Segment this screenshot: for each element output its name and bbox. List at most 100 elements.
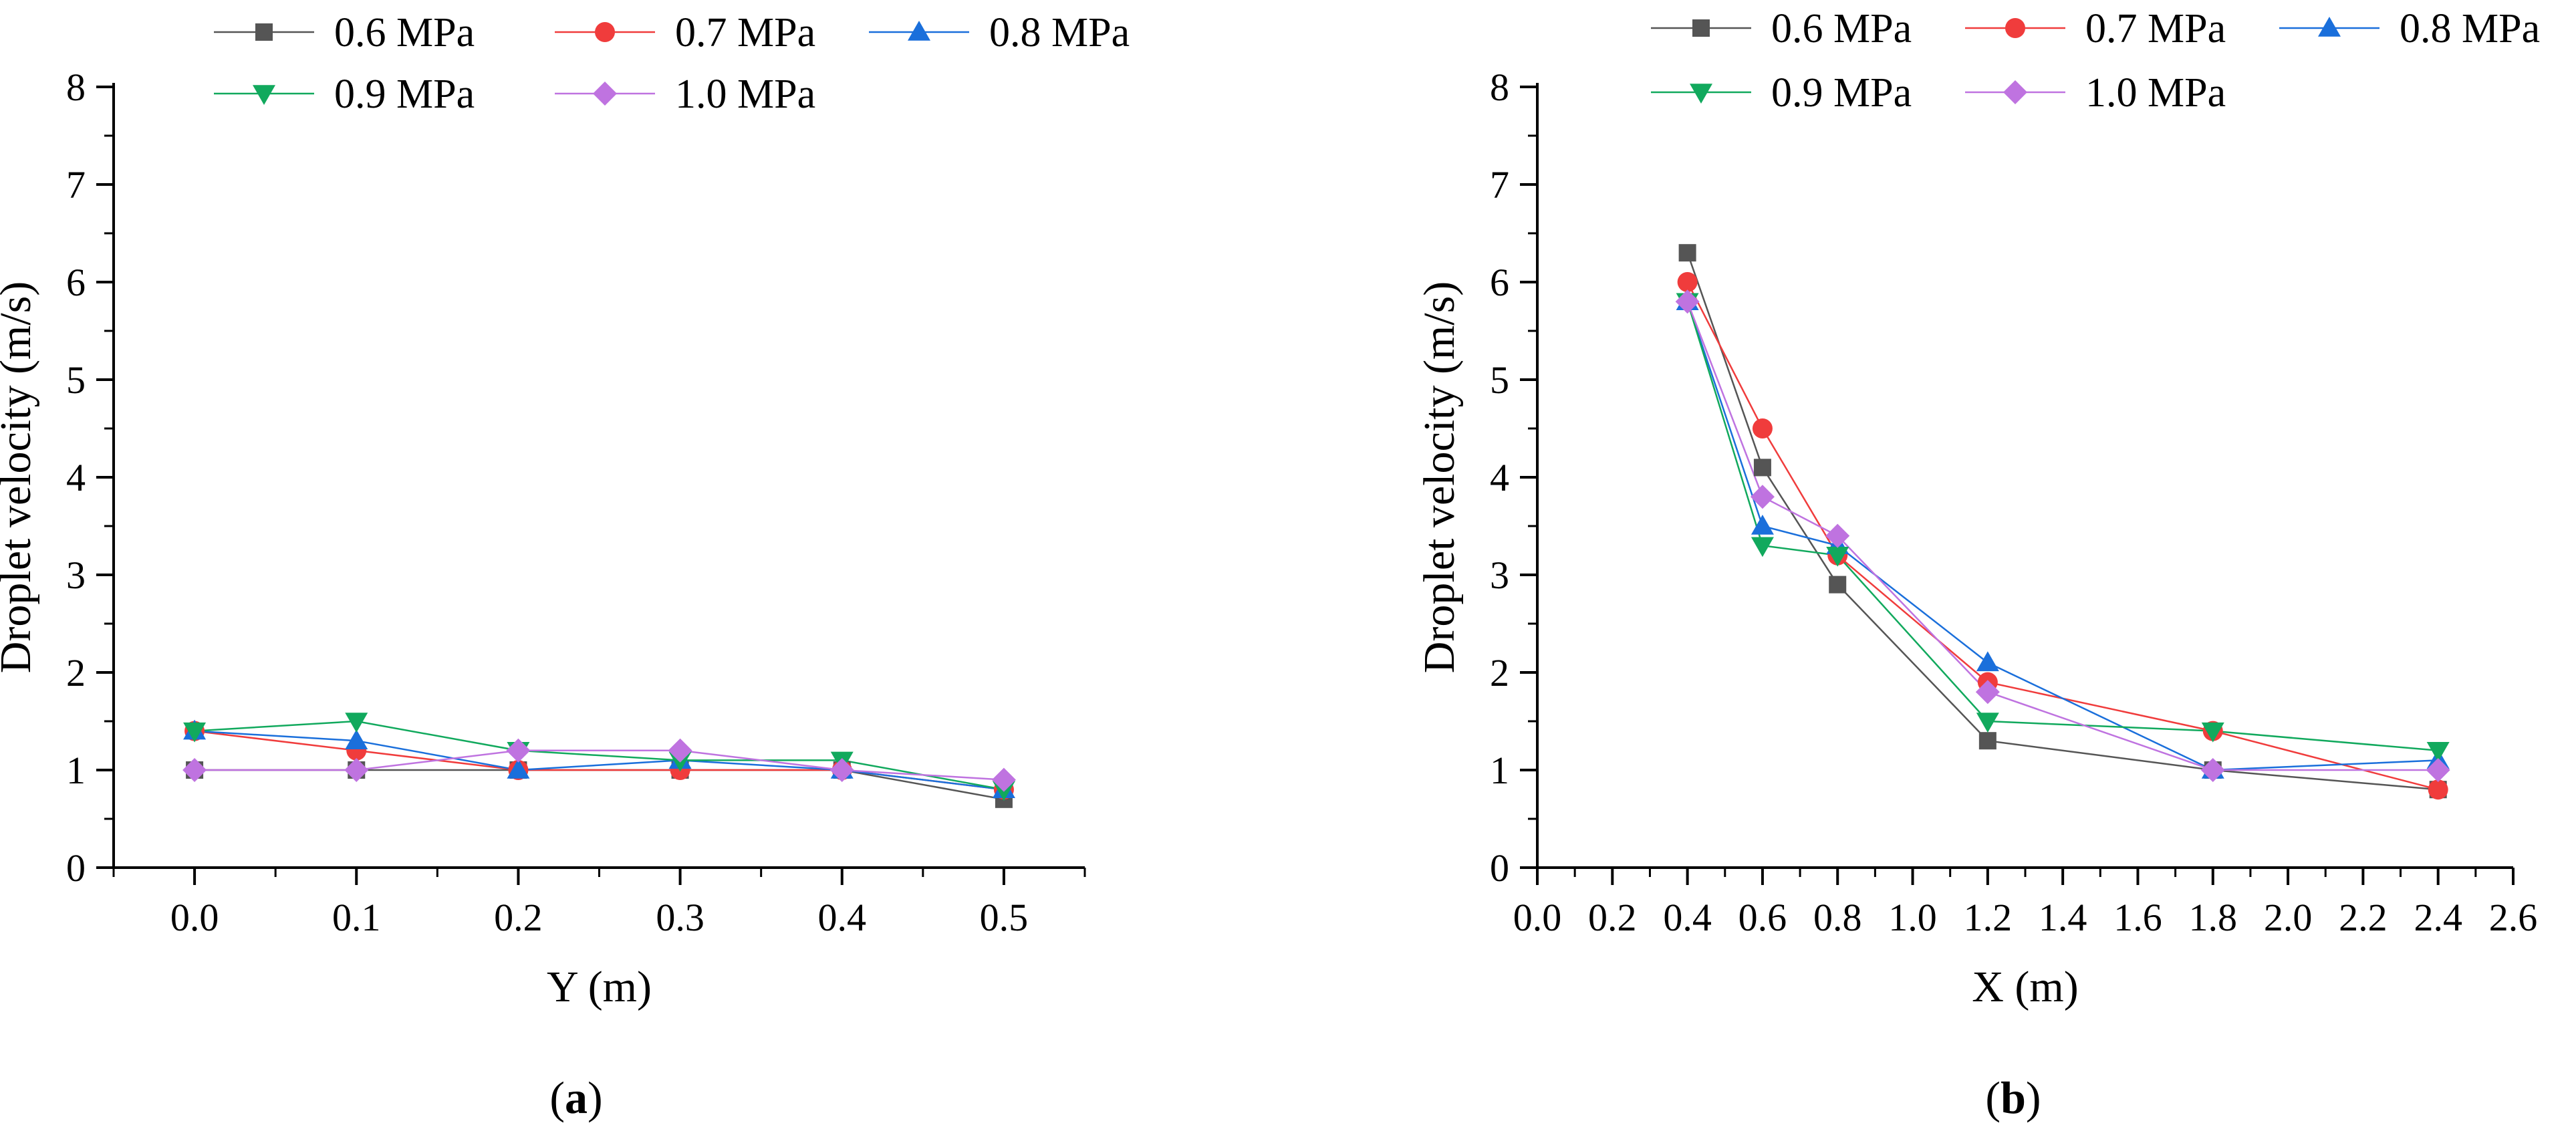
y-tick-label: 0 (66, 846, 86, 890)
legend-label: 1.0 MPa (675, 72, 815, 117)
data-point (1751, 537, 1774, 557)
y-tick-label: 0 (1490, 846, 1509, 890)
legend-marker (253, 85, 275, 105)
panel-caption: (b) (1985, 1072, 2041, 1123)
panel-caption-letter: a (565, 1072, 588, 1123)
series-line-1.0-mpa (195, 749, 1004, 781)
data-point (829, 758, 854, 782)
y-tick-label: 6 (1490, 261, 1509, 304)
legend-label: 0.6 MPa (1771, 6, 1912, 51)
data-point (1825, 523, 1850, 548)
series-line-0.9-mpa (1686, 301, 2438, 752)
series-line-0.7-mpa (194, 730, 1005, 791)
x-axis-label: X (m) (1972, 963, 2078, 1011)
x-tick-label: 0.0 (170, 896, 219, 939)
panel-caption-close: ) (588, 1072, 603, 1123)
y-tick-label: 3 (1490, 553, 1509, 597)
x-tick-label: 0.5 (980, 896, 1029, 939)
data-point (1976, 651, 1999, 672)
data-point (1975, 680, 2000, 705)
y-tick-label: 1 (1490, 749, 1509, 792)
legend-marker (595, 22, 615, 42)
data-point (1678, 244, 1696, 262)
chart-panel-b: 0 1 2 3 4 5 6 7 8 0.0 0.2 0.4 0.6 0.8 1.0 1.2 1.4 1.6 1.8 2… (1415, 6, 2540, 1123)
data-point (2428, 779, 2448, 800)
y-axis-label: Droplet velocity (m/s) (0, 281, 40, 674)
y-tick-label: 5 (1490, 358, 1509, 402)
panel-caption-open: ( (549, 1072, 565, 1123)
x-tick-label: 0.0 (1513, 896, 1562, 939)
legend: 0.6 MPa 0.7 MPa 0.8 MPa 0.9 MPa 1.0 MPa (214, 10, 1130, 117)
x-tick-label: 0.6 (1738, 896, 1787, 939)
legend-marker (255, 23, 273, 41)
x-tick-label: 2.0 (2264, 896, 2313, 939)
y-tick-label: 8 (1490, 66, 1509, 109)
x-tick-label: 0.3 (656, 896, 704, 939)
data-point (1753, 459, 1771, 477)
x-tick-label: 2.2 (2339, 896, 2388, 939)
data-point (1751, 515, 1774, 535)
data-point (1752, 418, 1773, 438)
legend-marker (908, 21, 930, 41)
legend-label: 0.8 MPa (989, 10, 1130, 55)
x-tick-label: 0.2 (1588, 896, 1637, 939)
data-point (2200, 758, 2225, 782)
legend-label: 0.6 MPa (334, 10, 475, 55)
data-point (1976, 713, 1999, 733)
panel-caption-open: ( (1985, 1072, 2001, 1123)
x-tick-label: 1.8 (2189, 896, 2238, 939)
data-point (345, 713, 368, 733)
data-point (506, 738, 531, 763)
y-tick-label: 2 (66, 651, 86, 695)
y-tick-label: 5 (66, 358, 86, 402)
legend-label: 0.7 MPa (675, 10, 815, 55)
series-line-1.0-mpa (1686, 301, 2438, 771)
legend-marker (2005, 18, 2025, 38)
data-point (2426, 742, 2450, 762)
data-point (1750, 485, 1775, 509)
data-point (2426, 758, 2450, 782)
y-tick-label: 4 (66, 456, 86, 499)
x-tick-label: 0.2 (494, 896, 543, 939)
x-tick-label: 1.6 (2113, 896, 2162, 939)
x-tick-label: 1.4 (2039, 896, 2087, 939)
y-tick-label: 7 (1490, 163, 1509, 207)
panel-caption-letter: b (2001, 1072, 2026, 1123)
y-tick-label: 7 (66, 163, 86, 207)
data-point (1829, 576, 1847, 594)
legend-marker (2318, 17, 2341, 37)
y-tick-label: 4 (1490, 456, 1509, 499)
x-tick-label: 1.2 (1964, 896, 2013, 939)
legend-label: 0.8 MPa (2400, 6, 2540, 51)
y-tick-label: 1 (66, 749, 86, 792)
data-point (1826, 547, 1849, 567)
y-tick-label: 8 (66, 66, 86, 109)
legend-label: 0.9 MPa (1771, 70, 1912, 116)
data-point (345, 729, 368, 749)
x-axis-label: Y (m) (547, 963, 652, 1011)
y-tick-label: 6 (66, 261, 86, 304)
panel-caption-close: ) (2026, 1072, 2041, 1123)
y-axis-label: Droplet velocity (m/s) (1415, 281, 1464, 674)
legend: 0.6 MPa 0.7 MPa 0.8 MPa 0.9 MPa 1.0 MPa (1651, 6, 2540, 116)
legend-label: 1.0 MPa (2085, 70, 2226, 116)
x-tick-label: 0.4 (1663, 896, 1712, 939)
series-line-0.7-mpa (1686, 281, 2439, 791)
series-line-0.8-mpa (195, 730, 1005, 791)
legend-marker (593, 82, 617, 106)
data-point (507, 759, 530, 779)
data-point (183, 722, 207, 743)
legend-marker (2003, 80, 2027, 104)
data-point (2201, 722, 2224, 743)
legend-marker (1690, 84, 1712, 104)
data-point (991, 767, 1016, 792)
data-point (1677, 272, 1698, 292)
x-tick-label: 2.4 (2414, 896, 2462, 939)
series-line-0.9-mpa (195, 720, 1005, 791)
data-point (1978, 732, 1997, 750)
legend-label: 0.7 MPa (2085, 6, 2226, 51)
chart-panel-a: 0 1 2 3 4 5 6 7 8 0.0 0.1 0.2 0.3 0.4 0.5 Y (m) Droplet … (0, 10, 1130, 1123)
data-point (1675, 289, 1700, 314)
legend-label: 0.9 MPa (334, 72, 475, 117)
